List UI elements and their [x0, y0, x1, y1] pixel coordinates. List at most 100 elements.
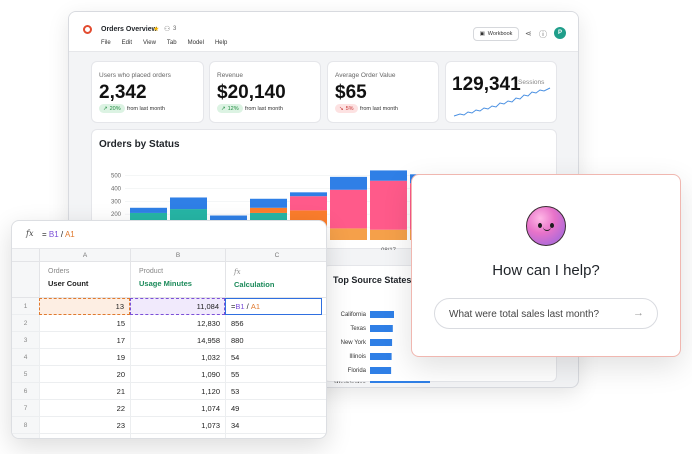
row-number[interactable]: 3: [23, 337, 28, 344]
bar-segment[interactable]: [130, 207, 167, 213]
cell-b[interactable]: 1,090: [130, 366, 225, 383]
users-icon[interactable]: ⚇: [164, 26, 171, 33]
formula-bar[interactable]: fx = B1 / A1: [12, 221, 326, 249]
field-header-row: Orders User Count Product Usage Minutes …: [12, 262, 326, 298]
cell-c[interactable]: 44: [225, 434, 326, 438]
menu-view[interactable]: View: [143, 40, 156, 46]
smile-icon: [543, 227, 551, 231]
kpi-change-badge: ↘ 5%: [335, 104, 358, 113]
field-header-a[interactable]: Orders User Count: [39, 262, 130, 298]
cell-c[interactable]: 54: [225, 349, 326, 366]
eye-icon: [538, 223, 542, 228]
menu-model[interactable]: Model: [187, 40, 204, 46]
bar-segment[interactable]: [290, 196, 327, 211]
cell-c[interactable]: 49: [225, 400, 326, 417]
row-number[interactable]: 2: [23, 320, 28, 327]
help-icon[interactable]: ⓘ: [539, 30, 547, 39]
column-letter-c[interactable]: C: [225, 249, 326, 262]
row-number-column: [12, 262, 39, 438]
cell-b[interactable]: 1,074: [130, 400, 225, 417]
share-icon[interactable]: ⋖: [525, 29, 532, 38]
avatar[interactable]: P: [554, 27, 566, 39]
cell-b[interactable]: 11,084: [130, 298, 225, 315]
bar-segment[interactable]: [330, 176, 367, 190]
bar-segment[interactable]: [250, 207, 287, 213]
cell-c-active[interactable]: = B1 / A1: [225, 298, 322, 315]
cell-c[interactable]: 34: [225, 417, 326, 434]
bar-segment[interactable]: [210, 215, 247, 224]
cell-a[interactable]: 13: [39, 298, 130, 315]
row-number[interactable]: 9: [12, 434, 39, 438]
row-number[interactable]: 5: [23, 371, 28, 378]
cell-b[interactable]: 14,958: [130, 332, 225, 349]
source-states-chart: California Texas New York Illinois Florida Wa…: [335, 311, 430, 383]
bar-segment[interactable]: [290, 192, 327, 197]
cell-b[interactable]: 1,065: [130, 434, 225, 438]
cell-a[interactable]: 22: [39, 400, 130, 417]
cell-a[interactable]: 15: [39, 315, 130, 332]
favorite-star-icon[interactable]: ★: [153, 26, 160, 33]
spreadsheet-panel: fx = B1 / A1 A B C Orders User Count Pro…: [11, 220, 327, 439]
formula-prefix: =: [231, 302, 236, 311]
bar-segment[interactable]: [170, 197, 207, 210]
bar-segment[interactable]: [330, 228, 367, 240]
cell-b[interactable]: 1,073: [130, 417, 225, 434]
formula-op: /: [58, 230, 65, 239]
menu-file[interactable]: File: [101, 40, 111, 46]
menu-bar: File Edit View Tab Model Help: [101, 40, 227, 46]
kpi-change-badge: ↗ 12%: [217, 104, 243, 113]
state-bar[interactable]: [370, 325, 393, 332]
state-bar[interactable]: [370, 367, 392, 374]
table-row: 5 20 1,090 55: [12, 366, 326, 383]
sessions-value: 129,341: [452, 74, 521, 95]
formula-ref-1: B1: [48, 230, 59, 239]
row-number[interactable]: 4: [23, 354, 28, 361]
cell-a[interactable]: 21: [39, 383, 130, 400]
cell-b[interactable]: 1,120: [130, 383, 225, 400]
menu-edit[interactable]: Edit: [121, 40, 133, 46]
workbook-button[interactable]: ▣ Workbook: [473, 27, 519, 41]
state-bar[interactable]: [370, 353, 392, 360]
field-header-c[interactable]: fx Calculation: [225, 262, 326, 298]
cell-b[interactable]: 12,830: [130, 315, 225, 332]
row-number[interactable]: 8: [23, 422, 28, 429]
field-header-b[interactable]: Product Usage Minutes: [130, 262, 225, 298]
cell-a[interactable]: 23: [39, 417, 130, 434]
cell-b[interactable]: 1,032: [130, 349, 225, 366]
table-row: 6 21 1,120 53: [12, 383, 326, 400]
menu-tab[interactable]: Tab: [166, 40, 177, 46]
bar-segment[interactable]: [250, 198, 287, 208]
cell-c[interactable]: 856: [225, 315, 326, 332]
cell-c[interactable]: 880: [225, 332, 326, 349]
cell-a[interactable]: 20: [39, 366, 130, 383]
bar-segment[interactable]: [330, 189, 367, 229]
row-number[interactable]: 1: [23, 303, 28, 310]
assistant-input[interactable]: What were total sales last month? →: [434, 298, 658, 329]
cell-c[interactable]: 53: [225, 383, 326, 400]
state-bar[interactable]: [370, 311, 394, 318]
menu-help[interactable]: Help: [214, 40, 228, 46]
state-bar[interactable]: [370, 381, 430, 383]
table-row: 8 23 1,073 34: [12, 417, 326, 434]
cell-a[interactable]: 19: [39, 349, 130, 366]
cell-a[interactable]: 17: [39, 332, 130, 349]
bar-segment[interactable]: [370, 229, 407, 240]
formula-ref-2: A1: [64, 230, 75, 239]
state-bar[interactable]: [370, 339, 393, 346]
cell-c[interactable]: 55: [225, 366, 326, 383]
chart-title: Orders by Status: [99, 139, 180, 150]
bar-segment[interactable]: [370, 180, 407, 230]
bar-segment[interactable]: [370, 170, 407, 181]
formula-text[interactable]: = B1 / A1: [42, 230, 75, 239]
category-label: New York: [341, 340, 367, 346]
column-letter-b[interactable]: B: [130, 249, 225, 262]
send-arrow-icon[interactable]: →: [633, 307, 644, 319]
assistant-card: How can I help? What were total sales la…: [411, 174, 681, 357]
column-letter-a[interactable]: A: [39, 249, 130, 262]
kpi-value: 2,342: [99, 82, 147, 103]
row-number[interactable]: 7: [23, 405, 28, 412]
kpi-value: $65: [335, 82, 367, 103]
row-number[interactable]: 6: [23, 388, 28, 395]
cell-a[interactable]: 24: [39, 434, 130, 438]
function-icon: fx: [234, 268, 241, 276]
